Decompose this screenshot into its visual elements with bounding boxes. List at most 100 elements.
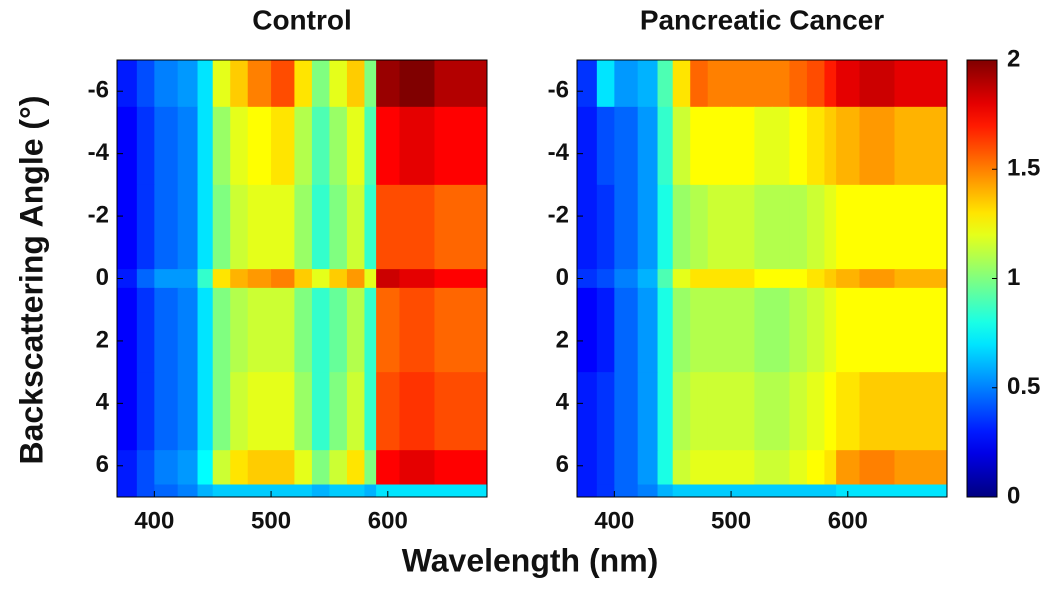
y-tick-label: 4 (556, 389, 570, 416)
heatmap-cell (836, 450, 860, 486)
heatmap-cell (707, 60, 732, 108)
heatmap-cell (731, 287, 755, 373)
heatmap-cell (311, 287, 330, 373)
heatmap-cell (136, 184, 155, 270)
heatmap-cell (329, 184, 348, 270)
heatmap-cell (177, 450, 199, 486)
heatmap-cell (789, 106, 808, 186)
heatmap-cell (177, 184, 199, 270)
heatmap-cell (311, 269, 330, 289)
heatmap-cell (690, 60, 709, 108)
x-tick-label: 400 (134, 507, 174, 534)
heatmap-cell (824, 484, 837, 498)
heatmap-cell (657, 287, 674, 373)
heatmap-cell (894, 269, 948, 289)
heatmap-cell (136, 60, 155, 108)
heatmap-cell (136, 106, 155, 186)
heatmap-cell (230, 484, 249, 498)
heatmap-cell (247, 287, 272, 373)
heatmap-cell (154, 60, 179, 108)
heatmap-cell (212, 484, 231, 498)
heatmap-cell (577, 106, 598, 186)
heatmap-cell (672, 184, 691, 270)
heatmap-cell (672, 287, 691, 373)
heatmap-cell (230, 106, 249, 186)
heatmap-cell (399, 106, 435, 186)
heatmap-cell (824, 106, 837, 186)
heatmap-cell (376, 269, 400, 289)
heatmap-cell (836, 269, 860, 289)
heatmap-cell (346, 450, 365, 486)
heatmap-cell (311, 184, 330, 270)
heatmap-cell (117, 269, 138, 289)
heatmap-cell (806, 372, 825, 451)
heatmap-cell (754, 484, 773, 498)
heatmap-cell (894, 60, 948, 108)
heatmap-cell (271, 269, 295, 289)
heatmap-cell (596, 484, 615, 498)
heatmap-cell (271, 184, 295, 270)
heatmap-cell (434, 450, 488, 486)
heatmap-cell (672, 106, 691, 186)
heatmap-cell (614, 106, 639, 186)
y-tick-label: 6 (556, 451, 569, 478)
heatmap-cell (376, 184, 400, 270)
heatmap-cell (731, 484, 755, 498)
heatmap-cell (806, 60, 825, 108)
heatmap-cell (614, 60, 639, 108)
heatmap-cell (894, 450, 948, 486)
heatmap-cell (212, 450, 231, 486)
heatmap-cell (212, 372, 231, 451)
heatmap-cell (177, 484, 199, 498)
heatmap-cell (346, 60, 365, 108)
heatmap-cell (197, 287, 214, 373)
heatmap-cell (859, 287, 895, 373)
heatmap-cell (657, 450, 674, 486)
heatmap-cell (824, 184, 837, 270)
heatmap-cell (364, 269, 377, 289)
heatmap-cell (197, 450, 214, 486)
heatmap-cell (806, 269, 825, 289)
heatmap-cell (376, 106, 400, 186)
heatmap-cell (771, 450, 790, 486)
heatmap-cell (197, 269, 214, 289)
heatmap-cell (117, 450, 138, 486)
heatmap-cell (771, 106, 790, 186)
heatmap-cell (771, 372, 790, 451)
heatmap-cell (294, 184, 313, 270)
heatmap-cell (707, 269, 732, 289)
heatmap-cell (637, 184, 659, 270)
heatmap-cell (672, 372, 691, 451)
heatmap-cell (136, 287, 155, 373)
heatmap-cell (789, 484, 808, 498)
heatmap-cell (346, 269, 365, 289)
heatmap-cell (824, 450, 837, 486)
heatmap-cell (117, 184, 138, 270)
y-tick-label: -4 (548, 139, 570, 166)
heatmap-cell (294, 372, 313, 451)
heatmap-cell (731, 372, 755, 451)
heatmap-cell (346, 372, 365, 451)
heatmap-cell (294, 106, 313, 186)
heatmap-cell (824, 60, 837, 108)
heatmap-cell (247, 184, 272, 270)
heatmap-cell (577, 287, 598, 373)
heatmap-cell (399, 450, 435, 486)
heatmap-cell (197, 184, 214, 270)
heatmap-cell (212, 287, 231, 373)
heatmap-cell (364, 450, 377, 486)
heatmap-cell (364, 372, 377, 451)
heatmap-cell (754, 287, 773, 373)
heatmap-cell (399, 269, 435, 289)
colorbar-tick-label: 2 (1007, 45, 1020, 72)
heatmap-cell (197, 60, 214, 108)
heatmap-cell (294, 450, 313, 486)
heatmap-cell (672, 484, 691, 498)
heatmap-cell (230, 60, 249, 108)
x-tick-label: 500 (251, 507, 291, 534)
heatmap-cell (754, 269, 773, 289)
heatmap-cell (824, 287, 837, 373)
heatmap-cell (614, 184, 639, 270)
heatmap-cell (399, 184, 435, 270)
